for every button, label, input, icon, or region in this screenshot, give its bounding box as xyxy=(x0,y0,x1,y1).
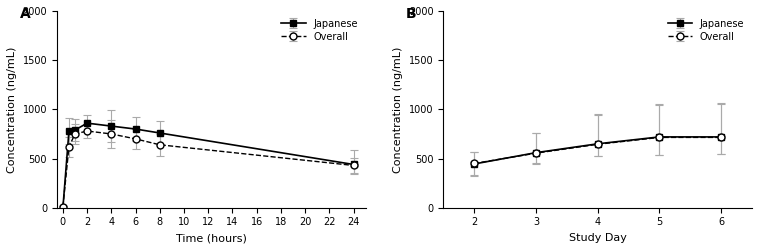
Legend: Japanese, Overall: Japanese, Overall xyxy=(279,16,361,44)
X-axis label: Time (hours): Time (hours) xyxy=(176,233,247,243)
X-axis label: Study Day: Study Day xyxy=(568,233,627,243)
Y-axis label: Concentration (ng/mL): Concentration (ng/mL) xyxy=(7,46,17,172)
Y-axis label: Concentration (ng/mL): Concentration (ng/mL) xyxy=(393,46,403,172)
Legend: Japanese, Overall: Japanese, Overall xyxy=(665,16,747,44)
Text: A: A xyxy=(20,7,30,21)
Text: B: B xyxy=(406,7,417,21)
